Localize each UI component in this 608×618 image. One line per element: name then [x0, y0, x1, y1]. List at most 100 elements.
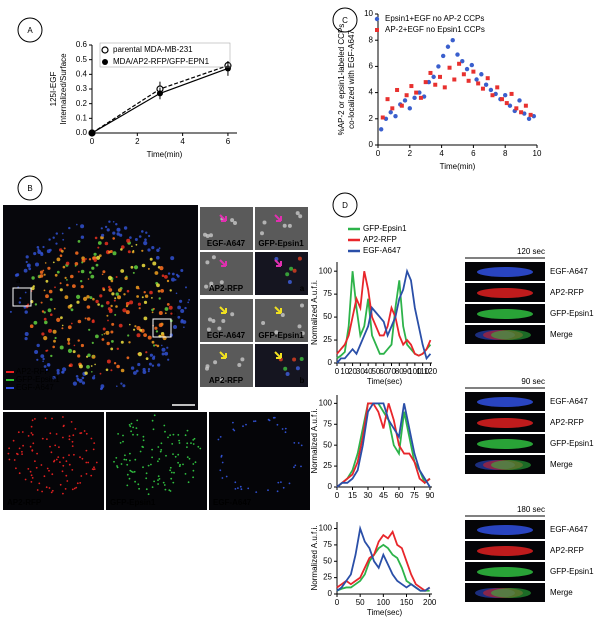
arrow — [274, 306, 282, 314]
point — [479, 72, 484, 77]
y-tick-label: 50 — [323, 440, 332, 449]
cell-spot — [166, 279, 170, 283]
series-line — [336, 402, 431, 488]
channel-spot — [160, 442, 163, 445]
channel-label: GFP-Epsin1 — [110, 498, 156, 507]
cell-spot — [92, 297, 95, 301]
cell-spot — [108, 309, 113, 314]
channel-spot — [177, 461, 180, 464]
point — [442, 85, 447, 90]
cell-spot — [89, 271, 92, 274]
kymo-label: AP2-RFP — [550, 288, 584, 297]
y-tick-label: 0.0 — [76, 128, 88, 137]
channel-spot — [237, 487, 239, 489]
channel-spot — [73, 487, 76, 490]
channel-spot — [21, 431, 24, 433]
cell-spot — [97, 246, 100, 249]
channel-spot — [8, 447, 11, 450]
channel-label: EGF-A647 — [213, 498, 252, 507]
zoom-tile — [255, 344, 308, 387]
cell-spot — [96, 255, 101, 260]
image-legend: EGF-A647 — [16, 383, 54, 392]
channel-spot — [186, 446, 188, 448]
channel-spot — [145, 488, 148, 491]
cell-spot — [151, 246, 155, 250]
tile-spot — [205, 364, 210, 369]
cell-spot — [105, 330, 110, 335]
tile-spot — [233, 221, 237, 225]
y-tick-label: 0.5 — [76, 55, 88, 64]
cell-spot — [77, 339, 80, 342]
x-tick-label: 10 — [533, 149, 542, 158]
cell-spot — [175, 292, 178, 295]
channel-spot — [115, 457, 118, 459]
cell-spot — [46, 249, 51, 254]
channel-spot — [55, 433, 58, 435]
tile-spot — [285, 272, 290, 277]
tile-spot — [230, 312, 235, 317]
cell-spot — [24, 337, 28, 341]
cell-spot — [112, 251, 117, 256]
x-tick-label: 100 — [377, 598, 391, 607]
channel-spot — [192, 463, 195, 465]
panel-badge — [17, 17, 43, 43]
arrow — [219, 214, 227, 222]
x-tick-label: 90 — [425, 491, 434, 500]
y-axis-label: Internalized/Surface — [59, 53, 68, 125]
channel-spot — [74, 428, 77, 430]
cell-spot — [84, 258, 87, 260]
panel-badge — [17, 175, 43, 201]
channel-spot — [151, 419, 154, 422]
y-tick-label: 75 — [323, 289, 332, 298]
channel-spot — [34, 460, 36, 463]
tile-spot — [289, 266, 294, 271]
cell-spot — [19, 297, 22, 300]
cell-spot — [180, 309, 185, 313]
cell-spot — [52, 236, 55, 239]
cell-spot — [148, 362, 152, 366]
channel-spot — [172, 433, 175, 436]
channel-spot — [173, 471, 175, 474]
channel-spot — [18, 447, 21, 450]
cell-spot — [76, 300, 80, 304]
cell-spot — [55, 232, 58, 235]
channel-spot — [70, 421, 73, 423]
channel-spot — [85, 449, 88, 452]
cell-spot — [117, 288, 122, 292]
channel-spot — [220, 454, 223, 457]
panel-badge — [332, 192, 358, 218]
cell-spot — [145, 357, 149, 360]
cell-spot — [137, 352, 142, 357]
point — [514, 106, 519, 111]
cell-spot — [138, 307, 141, 310]
point — [399, 103, 404, 108]
channel-spot — [255, 491, 258, 493]
tile-spot — [298, 214, 303, 219]
cell-spot — [61, 370, 65, 374]
cell-spot — [133, 265, 139, 270]
cell-spot — [81, 261, 84, 264]
channel-spot — [85, 461, 88, 464]
cell-spot — [171, 272, 175, 276]
cell-spot — [164, 307, 169, 311]
cell-spot — [42, 360, 44, 363]
tile-spot — [205, 260, 210, 265]
channel-spot — [132, 426, 135, 429]
point — [461, 72, 466, 77]
cell-spot — [147, 267, 150, 270]
x-tick-label: 40 — [364, 367, 373, 376]
cell-spot — [59, 288, 63, 292]
channel-spot — [158, 478, 161, 480]
cell-spot — [120, 248, 123, 251]
cell-spot — [116, 227, 121, 232]
cell-spot — [145, 231, 148, 234]
point — [407, 106, 412, 111]
channel-spot — [128, 424, 131, 426]
cell-spot — [53, 307, 56, 310]
kymo-label: GFP-Epsin1 — [550, 567, 594, 576]
cell-spot — [33, 252, 37, 256]
cell-spot — [166, 303, 170, 306]
channel-spot — [134, 480, 137, 483]
cell-spot — [156, 255, 160, 260]
cell-spot — [159, 266, 164, 271]
